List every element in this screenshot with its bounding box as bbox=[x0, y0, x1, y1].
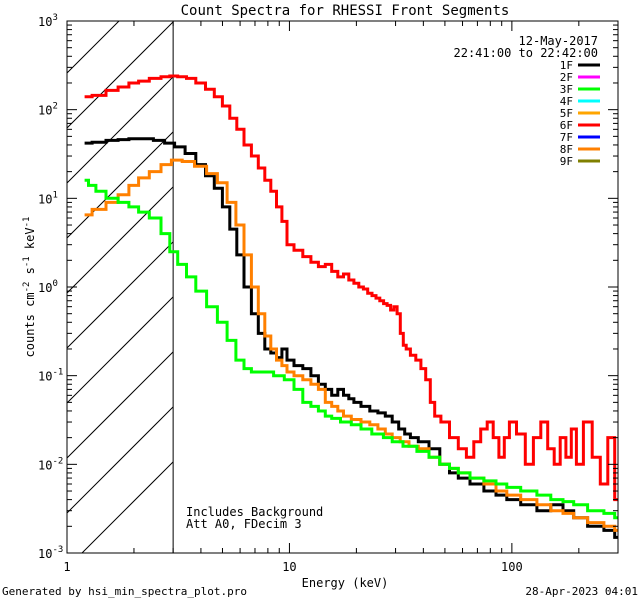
series-6F bbox=[84, 74, 618, 502]
footer-timestamp: 28-Apr-2023 04:01 bbox=[525, 585, 638, 598]
y-axis-label: counts cm-2 s-1 keV-1 bbox=[22, 217, 37, 358]
y-tick-label: 100 bbox=[38, 279, 58, 295]
x-tick-label: 100 bbox=[501, 560, 523, 574]
legend-label: 7F bbox=[560, 131, 573, 144]
series-layer bbox=[84, 74, 618, 539]
hatched-region bbox=[67, 21, 174, 553]
annotation-background: Includes Background bbox=[186, 505, 323, 519]
annotation-attenuator: Att A0, FDecim 3 bbox=[186, 517, 302, 531]
series-1F bbox=[84, 137, 618, 539]
x-tick-label: 10 bbox=[282, 560, 296, 574]
series-8F bbox=[84, 158, 618, 532]
legend-label: 4F bbox=[560, 95, 573, 108]
x-tick-label: 1 bbox=[63, 560, 70, 574]
y-tick-label: 10-1 bbox=[38, 368, 63, 384]
chart-title: Count Spectra for RHESSI Front Segments bbox=[181, 3, 510, 19]
legend-label: 3F bbox=[560, 83, 573, 96]
y-tick-label: 10-3 bbox=[38, 545, 63, 561]
legend-label: 9F bbox=[560, 155, 573, 168]
legend-label: 1F bbox=[560, 59, 573, 72]
legend-label: 2F bbox=[560, 71, 573, 84]
date-label: 12-May-2017 bbox=[519, 34, 598, 48]
y-tick-label: 101 bbox=[38, 190, 58, 206]
legend-label: 6F bbox=[560, 119, 573, 132]
axis-ticks bbox=[66, 20, 619, 554]
y-tick-label: 102 bbox=[38, 102, 58, 118]
hatch-lines bbox=[67, 21, 174, 553]
series-3F bbox=[84, 178, 618, 520]
x-axis-label: Energy (keV) bbox=[302, 576, 389, 590]
footer-generator: Generated by hsi_min_spectra_plot.pro bbox=[2, 585, 248, 598]
legend-label: 8F bbox=[560, 143, 573, 156]
y-tick-label: 10-2 bbox=[38, 456, 63, 472]
legend-label: 5F bbox=[560, 107, 573, 120]
svg-text:counts cm-2 s-1 keV-1: counts cm-2 s-1 keV-1 bbox=[22, 217, 37, 358]
y-tick-label: 103 bbox=[38, 13, 58, 29]
axis-tick-labels: 1 10 100 10-3 10-2 10-1 100 101 102 103 bbox=[38, 13, 523, 574]
time-range-label: 22:41:00 to 22:42:00 bbox=[454, 46, 599, 60]
